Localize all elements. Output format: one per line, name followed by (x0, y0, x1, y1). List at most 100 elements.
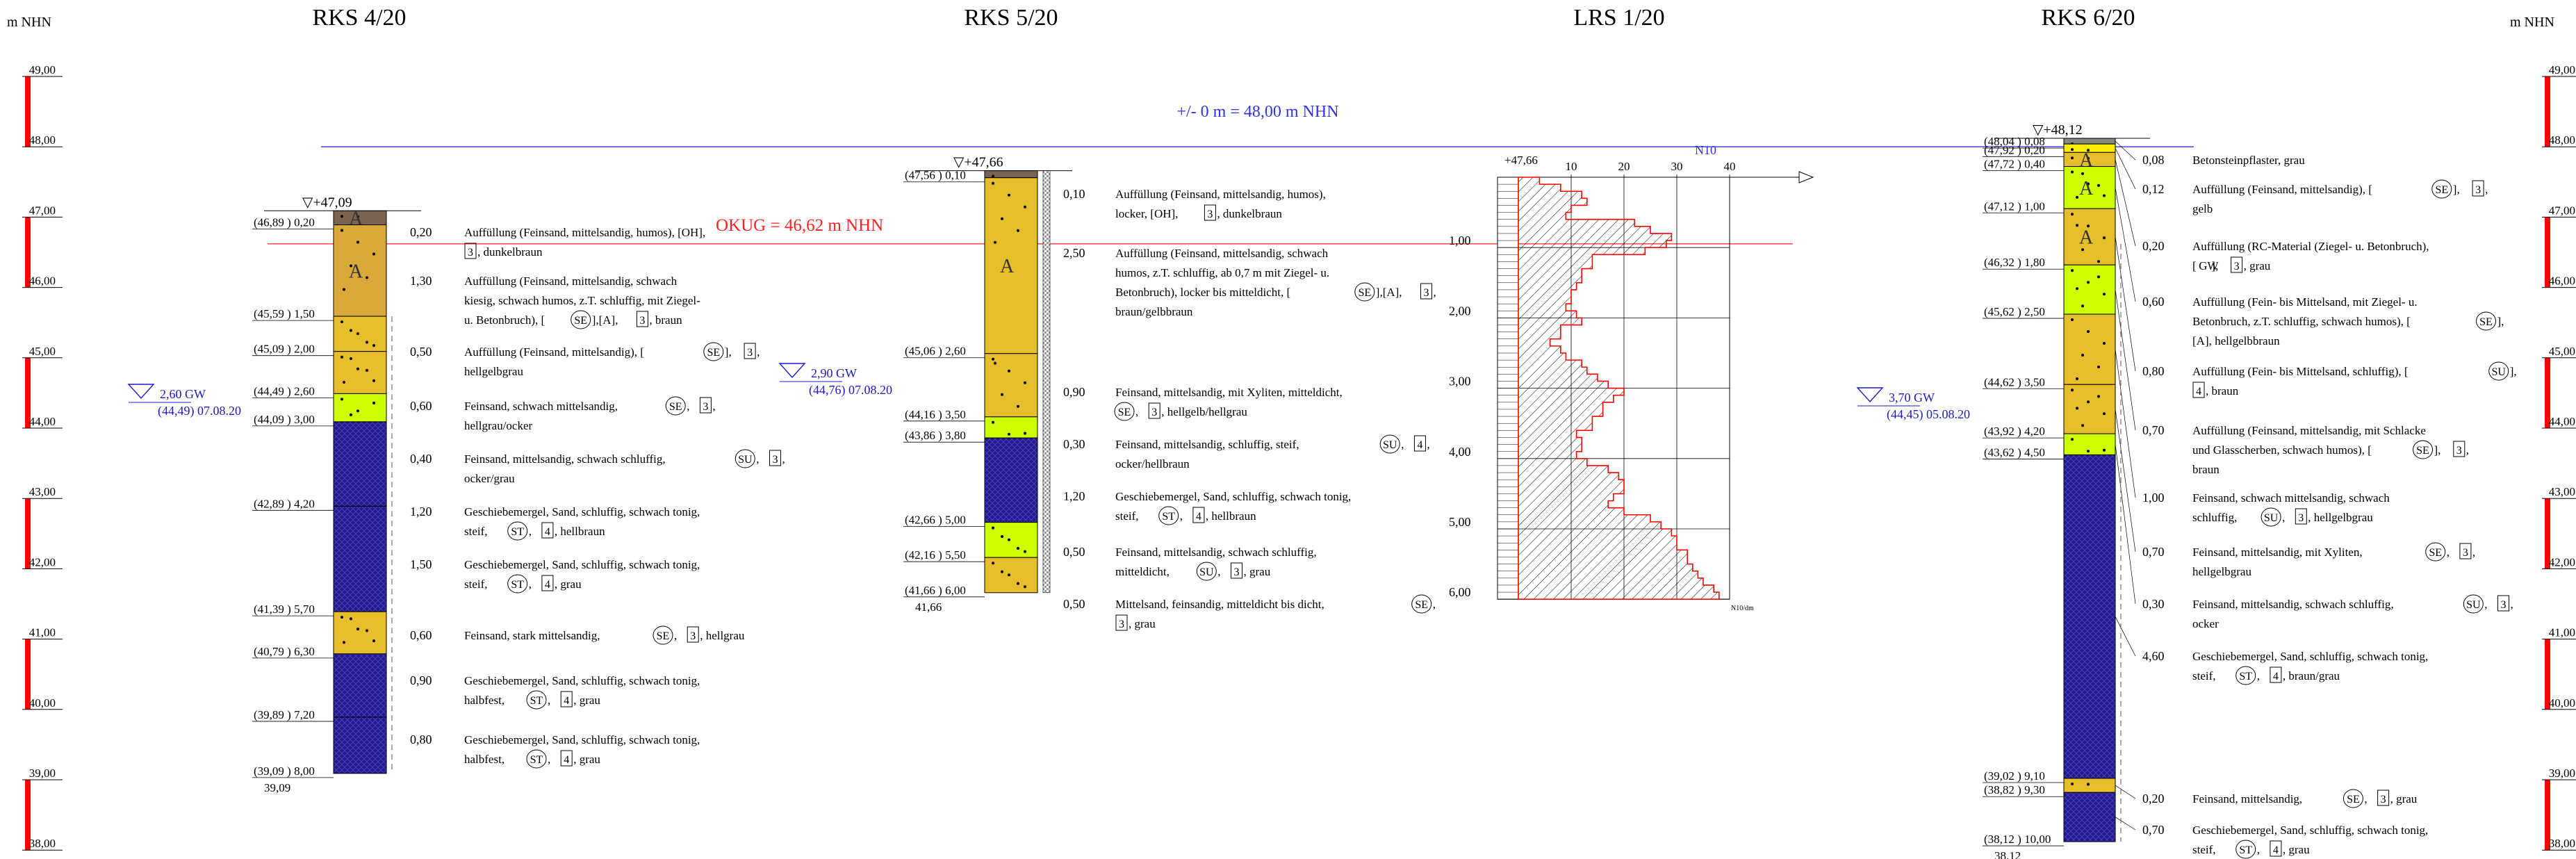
layer-description-line: Betonbruch), locker bis mitteldicht, [SE… (1115, 282, 1436, 302)
lrs-unit-label: N10/dm (1731, 605, 1754, 612)
layer-description-line: Auffüllung (Feinsand, mittelsandig, schw… (1115, 247, 1329, 260)
layer-description-line: Geschiebemergel, Sand, schluffig, schwac… (464, 733, 700, 746)
frost-class-value: 3 (2475, 184, 2481, 196)
soil-group-code: SE (2416, 445, 2429, 457)
layer-description-line: hellgelbgrau (2192, 565, 2251, 578)
description-text: Auffüllung (Feinsand, mittelsandig, mit … (2192, 424, 2426, 437)
layer-description-line: Feinsand, mittelsandig, schluffig, steif… (1115, 434, 1430, 454)
layer-description-line: steif, ST, 4 , hellbraun (464, 521, 605, 541)
leader-line (2115, 616, 2136, 657)
description-text: Feinsand, schwach mittelsandig, (464, 400, 618, 413)
layer-thickness: 0,70 (2142, 423, 2165, 437)
elevation-tick-label: 40,00 (2549, 696, 2575, 710)
frost-class-box (769, 450, 781, 466)
frost-class-box (560, 691, 573, 707)
layer-description-line: Feinsand, mittelsandig, SE, 3 , grau (2192, 789, 2418, 808)
frost-class-box (2192, 382, 2205, 398)
description-text: Betonbruch, z.T. schluffig, schwach humo… (2192, 315, 2411, 328)
grain-dot (350, 264, 352, 268)
elevation-tick-label: 46,00 (2549, 275, 2575, 288)
groundwater-depth: 2,60 GW (160, 387, 206, 401)
grain-dot (1001, 570, 1003, 573)
description-text: steif, (2192, 669, 2216, 682)
grain-dot (994, 240, 996, 244)
groundwater-elevation: (44,49) 07.08.20 (158, 404, 241, 418)
frost-class-value: 3 (1207, 208, 1213, 220)
layer-description-line: Feinsand, mittelsandig, schwach schluffi… (464, 449, 785, 468)
frost-class-value: 3 (2381, 794, 2386, 805)
frost-class-value: 4 (564, 695, 569, 707)
description-text: halbfest, (464, 753, 504, 766)
grain-dot (2103, 448, 2106, 452)
description-text: , braun/grau (2283, 669, 2340, 682)
description-text: ], (2497, 315, 2504, 328)
description-text: Feinsand, mittelsandig, mit Xyliten, (2192, 546, 2363, 559)
description-text: schluffig, (2192, 511, 2237, 524)
borehole-rks-5-20: RKS 5/20 ▽+47,66(47,56 ) 0,10 0,10 Auffüllu… (778, 5, 1436, 631)
layer-thickness: 0,40 (410, 452, 432, 466)
frost-class-box (1115, 614, 1128, 631)
layer-description-line: u. Betonbruch), [SE],[A], 3 , braun (464, 310, 682, 329)
frost-class-value: 4 (545, 579, 550, 591)
layer-description-line: Auffüllung (Feinsand, mittelsandig, schw… (464, 275, 678, 288)
soil-group-circle (665, 396, 686, 416)
layer-bottom-elevation: (39,09 ) 8,00 (254, 764, 315, 778)
frost-class-box (2270, 840, 2282, 857)
grain-dot (366, 341, 368, 344)
grain-dot (350, 357, 352, 360)
leader-line (2115, 236, 2136, 372)
layer-bottom-elevation: (45,06 ) 2,60 (905, 345, 966, 358)
description-text: Auffüllung (Feinsand, mittelsandig, humo… (464, 226, 705, 239)
description-text: Geschiebemergel, Sand, schluffig, schwac… (1115, 490, 1351, 503)
layer-bottom-elevation: (41,66 ) 6,00 (905, 584, 966, 597)
frost-class-box (2497, 595, 2509, 612)
groundwater-triangle-icon (127, 384, 155, 400)
layer-description-line: Geschiebemergel, Sand, schluffig, schwac… (2192, 650, 2428, 663)
frost-class-value: 3 (1234, 566, 1240, 578)
grain-dot (356, 215, 359, 218)
lrs-depth-tick-label: 2,00 (1449, 304, 1471, 318)
elevation-tick-label: 46,00 (29, 275, 56, 288)
frost-class-value: 3 (2234, 261, 2240, 272)
layer-description-line: 4 , braun (2192, 382, 2239, 398)
description-text: , (687, 400, 689, 413)
frost-class-box (2453, 441, 2466, 457)
description-text: , grau (2244, 259, 2271, 272)
lrs-top-elevation: +47,66 (1504, 154, 1538, 167)
layer-thickness: 0,50 (410, 345, 432, 359)
description-text: Feinsand, stark mittelsandig, (464, 629, 600, 642)
layer-thickness: 0,12 (2142, 182, 2165, 196)
layer-thickness: 0,80 (2142, 364, 2165, 378)
grain-dot (2071, 213, 2074, 216)
grain-dot (343, 641, 345, 644)
description-text: ], (2211, 259, 2218, 272)
borehole-bottom-elevation: 39,09 (264, 781, 290, 794)
soil-group-circle (1354, 282, 1375, 302)
lrs-x-tick-label: 30 (1671, 160, 1683, 173)
grain-dot (1001, 535, 1003, 539)
frost-class-value: 3 (468, 247, 473, 259)
grain-dot (2071, 388, 2074, 392)
leader-line (2115, 409, 2136, 553)
soil-group-circle (703, 342, 724, 361)
grain-dot (1008, 193, 1010, 197)
layer-thickness: 0,50 (1063, 545, 1085, 559)
lrs-depth-tick-label: 4,00 (1449, 445, 1471, 459)
grain-dot (350, 413, 352, 416)
soil-layer (333, 351, 387, 394)
layer-description-line: halbfest, ST, 4 , grau (464, 749, 600, 769)
borehole-rks-6-20: RKS 6/20 ▽+48,12(48,04 ) 0,08 0,08 Betonste… (1856, 5, 2517, 859)
soil-group-code: SE (669, 401, 682, 413)
layer-thickness: 2,50 (1063, 246, 1085, 260)
elevation-tick-label: 48,00 (2549, 133, 2575, 147)
grain-dot (1008, 573, 1010, 577)
layer-thickness: 0,90 (410, 673, 432, 687)
frost-class-value: 3 (1119, 619, 1124, 630)
grain-dot (2071, 438, 2074, 441)
fill-marker-letter: A (349, 261, 363, 282)
borehole-bottom-elevation: 38,12 (1994, 849, 2021, 859)
description-text: und Glasscherben, schwach humos), [ (2192, 443, 2372, 457)
description-text: GW (2199, 259, 2219, 272)
layer-thickness: 0,70 (2142, 545, 2165, 559)
